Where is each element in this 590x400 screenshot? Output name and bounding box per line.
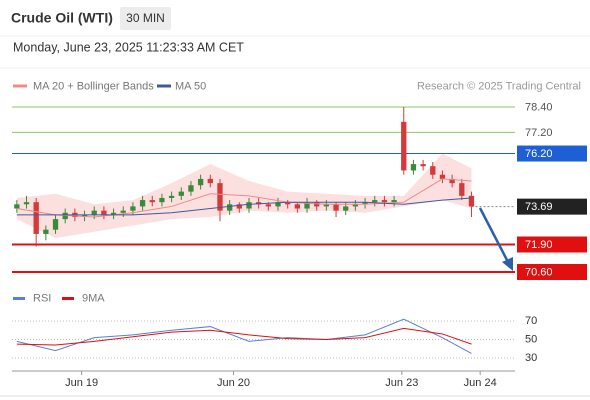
candle-body xyxy=(265,204,271,207)
candle-body xyxy=(352,204,359,207)
level-tag xyxy=(517,264,587,281)
candle-body xyxy=(401,121,407,171)
candle-body xyxy=(323,204,330,207)
ma-line xyxy=(16,178,472,218)
candle-body xyxy=(430,166,436,175)
candle-body xyxy=(314,202,320,207)
candle-body xyxy=(43,229,49,234)
candle-body xyxy=(120,210,126,213)
current-price-tag xyxy=(517,198,587,215)
level-label: 77.20 xyxy=(525,127,553,139)
candle-body xyxy=(410,164,417,171)
candle-body xyxy=(439,174,446,179)
candle-body xyxy=(110,212,117,215)
legend-label: RSI xyxy=(33,292,51,304)
y-tick-label: 70 xyxy=(525,315,537,327)
y-tick-label: 50 xyxy=(525,333,537,345)
candle-body xyxy=(391,200,397,203)
level-tag xyxy=(517,124,587,141)
legend-label: 9MA xyxy=(82,292,105,304)
level-tag xyxy=(517,98,587,115)
candle-body xyxy=(275,202,281,207)
candle-body xyxy=(449,178,455,184)
candle-body xyxy=(459,183,465,196)
current-price-label: 73.69 xyxy=(525,201,553,213)
candle-body xyxy=(62,212,68,220)
legend-swatch xyxy=(13,84,27,88)
candle-body xyxy=(149,200,155,203)
candle-body xyxy=(226,204,233,211)
timeframe-badge[interactable] xyxy=(120,7,171,30)
candle-body xyxy=(197,178,204,186)
candle-body xyxy=(188,185,194,192)
candle-body xyxy=(246,202,252,209)
legend-swatch xyxy=(13,297,25,300)
candle-body xyxy=(294,204,301,209)
timeframe[interactable]: 30 MIN xyxy=(126,11,165,25)
candle-body xyxy=(468,195,475,207)
legend-label: MA 20 + Bollinger Bands xyxy=(33,80,154,92)
candle-body xyxy=(207,178,213,184)
candle-body xyxy=(217,183,223,211)
forecast-arrow xyxy=(478,207,510,263)
level-label: 78.40 xyxy=(525,101,553,113)
candle-body xyxy=(343,206,349,211)
candle-body xyxy=(14,204,20,209)
x-tick-label: Jun 24 xyxy=(464,377,497,389)
candle-body xyxy=(372,200,378,203)
candle-body xyxy=(236,204,242,209)
level-tag xyxy=(517,236,587,253)
candle-body xyxy=(81,214,88,218)
x-tick-label: Jun 19 xyxy=(65,377,98,389)
candle-body xyxy=(168,195,175,198)
credit: Research © 2025 Trading Central xyxy=(417,80,581,92)
y-tick-label: 30 xyxy=(525,352,537,364)
legend-swatch xyxy=(157,84,171,88)
candle-body xyxy=(33,202,39,234)
candle-body xyxy=(130,206,136,211)
candle-body xyxy=(23,202,30,205)
candle-body xyxy=(420,164,426,167)
legend-swatch xyxy=(62,297,74,300)
indicator-line xyxy=(16,318,472,354)
candle-body xyxy=(91,210,97,215)
candle-body xyxy=(256,202,262,205)
candle-body xyxy=(285,202,291,205)
level-label: 76.20 xyxy=(525,148,553,160)
indicator-line xyxy=(16,327,472,346)
candle-body xyxy=(101,210,107,215)
candle-body xyxy=(178,191,184,196)
candle-body xyxy=(159,197,165,203)
level-label: 70.60 xyxy=(525,266,553,278)
timestamp: Monday, June 23, 2025 11:23:33 AM CET xyxy=(13,40,244,54)
x-tick-label: Jun 20 xyxy=(217,377,250,389)
candle-body xyxy=(333,204,339,211)
candle-body xyxy=(139,200,146,207)
candle-body xyxy=(381,200,388,203)
level-tag xyxy=(517,145,587,162)
arrow-head xyxy=(502,257,513,271)
level-label: 71.90 xyxy=(525,239,553,251)
candle-body xyxy=(52,219,59,230)
candle-body xyxy=(362,202,368,205)
x-tick-label: Jun 23 xyxy=(385,377,418,389)
legend-label: MA 50 xyxy=(175,80,206,92)
ma-line xyxy=(16,197,472,216)
chart-title: Crude Oil (WTI) xyxy=(11,10,113,26)
candle-body xyxy=(304,202,310,209)
